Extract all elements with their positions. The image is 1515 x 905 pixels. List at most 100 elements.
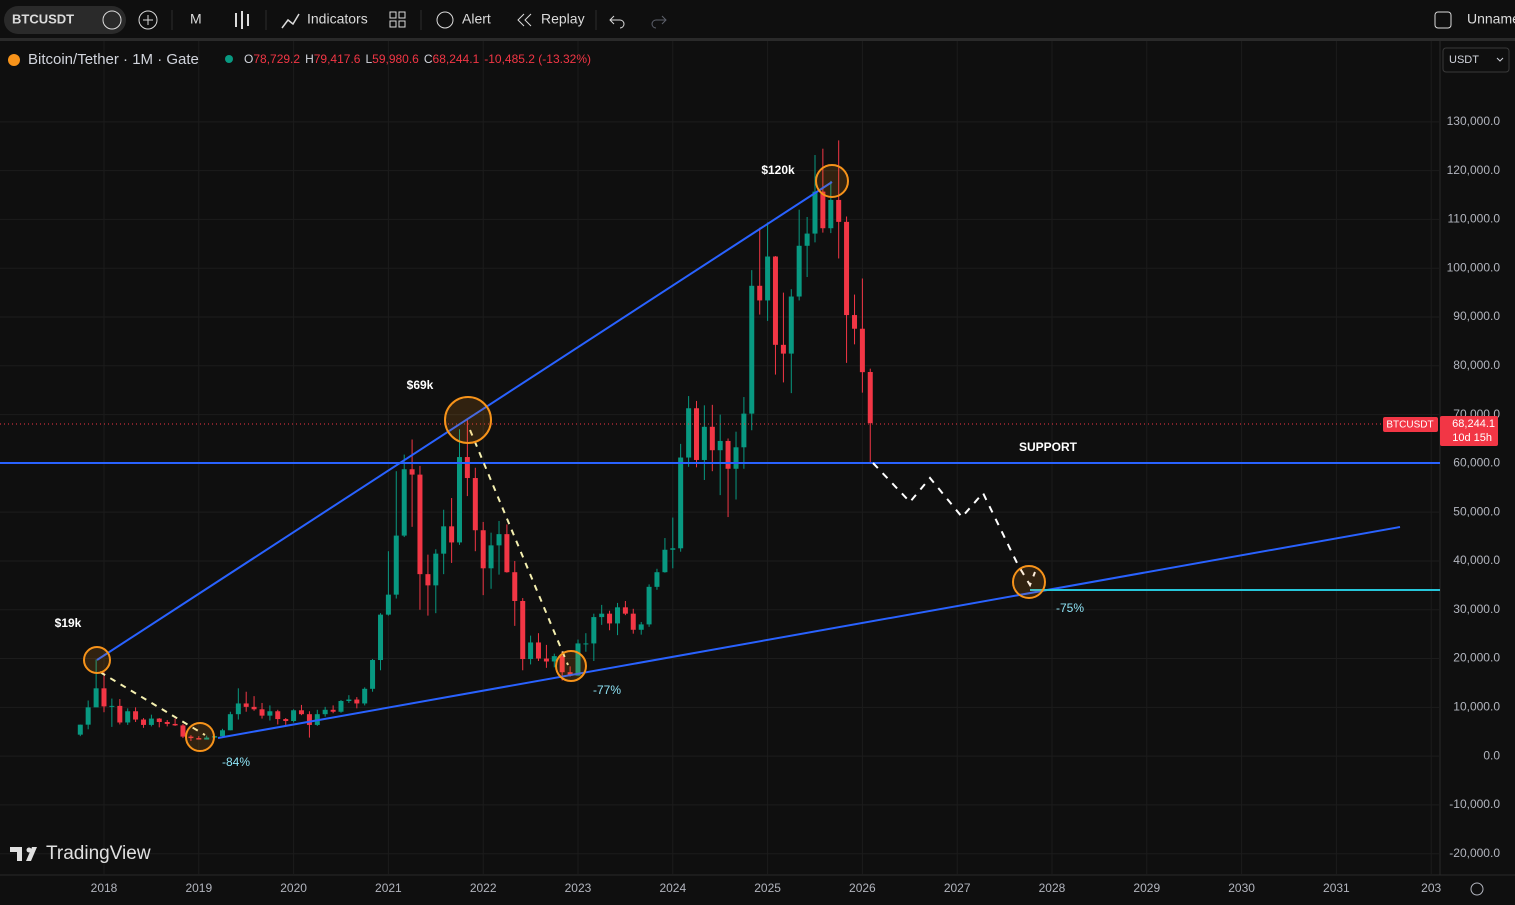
candle-body xyxy=(362,688,368,704)
candles xyxy=(77,140,873,742)
symbol-pill[interactable] xyxy=(4,6,126,34)
candle-body xyxy=(852,315,858,329)
layout-icon[interactable] xyxy=(1434,11,1452,29)
legend-title: Bitcoin/Tether · 1M · Gate xyxy=(28,51,199,68)
projection-path xyxy=(872,462,1036,588)
x-tick-label: 2026 xyxy=(849,881,876,895)
x-tick-label: 203 xyxy=(1421,881,1441,895)
replay-icon[interactable] xyxy=(517,13,532,27)
value: 79,417.6 xyxy=(314,52,361,66)
candle-body xyxy=(275,711,281,720)
change: -10,485.2 (-13.32%) xyxy=(484,52,591,66)
settings-icon[interactable] xyxy=(1470,882,1484,896)
candle-body xyxy=(820,191,826,229)
compare-icon[interactable] xyxy=(138,10,158,30)
x-tick-label: 2018 xyxy=(91,881,118,895)
symbol[interactable]: BTCUSDT xyxy=(12,11,74,26)
x-tick-label: 2021 xyxy=(375,881,402,895)
key: H xyxy=(305,52,314,66)
y-tick-label: 90,000.0 xyxy=(1453,309,1500,323)
candle-body xyxy=(306,714,312,725)
x-tick-label: 2029 xyxy=(1133,881,1160,895)
y-tick-label: 130,000.0 xyxy=(1447,114,1501,128)
candle-body xyxy=(164,721,170,724)
y-tick-label: -20,000.0 xyxy=(1449,846,1500,860)
x-tick-label: 2019 xyxy=(185,881,212,895)
candle-body xyxy=(828,199,834,229)
candle-body xyxy=(472,478,478,531)
candle-body xyxy=(409,469,415,475)
candle-body xyxy=(401,469,407,536)
candle-body xyxy=(607,613,613,624)
x-tick-label: 2027 xyxy=(944,881,971,895)
candle-body xyxy=(433,553,439,586)
candle-body xyxy=(101,688,107,707)
x-tick-label: 2031 xyxy=(1323,881,1350,895)
y-tick-label: 10,000.0 xyxy=(1453,700,1500,714)
candle-body xyxy=(575,643,581,676)
candle-body xyxy=(204,737,210,740)
interval[interactable]: M xyxy=(190,11,202,27)
candle-body xyxy=(449,526,455,543)
indicators[interactable]: Indicators xyxy=(307,11,368,27)
brand-logo xyxy=(10,847,37,861)
toolbar-border xyxy=(0,38,1515,41)
candle-body xyxy=(638,624,644,630)
candle-body xyxy=(512,572,518,601)
x-tick-label: 2020 xyxy=(280,881,307,895)
candle-body xyxy=(788,296,794,354)
candle-body xyxy=(456,457,462,543)
currency-select[interactable] xyxy=(1442,47,1510,73)
candle-body xyxy=(109,705,115,707)
fundamentals-icon[interactable] xyxy=(102,10,122,30)
alert[interactable]: Alert xyxy=(462,11,491,27)
candle-body xyxy=(117,705,123,723)
symbol-tag xyxy=(1383,417,1438,432)
candle-body xyxy=(148,718,154,725)
replay[interactable]: Replay xyxy=(541,11,585,27)
candle-body xyxy=(464,457,470,479)
annotation: SUPPORT xyxy=(1019,440,1078,454)
x-tick-label: 2024 xyxy=(659,881,686,895)
symbol-tag-text: BTCUSDT xyxy=(1386,420,1433,431)
candle-body xyxy=(757,285,763,301)
candle-body xyxy=(559,656,565,673)
x-tick-label: 2025 xyxy=(754,881,781,895)
candle-body xyxy=(520,600,526,660)
candle-body xyxy=(504,534,510,573)
chart-type-icon[interactable] xyxy=(235,11,249,29)
currency[interactable]: USDT xyxy=(1449,54,1479,66)
candle-body xyxy=(678,457,684,549)
candle-body xyxy=(733,447,739,469)
brand-name: TradingView xyxy=(46,843,151,864)
undo[interactable] xyxy=(609,15,625,29)
candle-body xyxy=(283,719,289,722)
candle-body xyxy=(259,709,265,716)
candle-body xyxy=(765,256,771,301)
y-tick-label: 100,000.0 xyxy=(1447,260,1501,274)
templates-icon[interactable] xyxy=(389,11,397,19)
candle-body xyxy=(441,526,447,554)
key: C xyxy=(424,52,433,66)
candle-body xyxy=(583,643,589,645)
candle-body xyxy=(804,233,810,246)
layout-name[interactable]: Unname xyxy=(1467,11,1515,27)
redo[interactable] xyxy=(651,15,667,29)
brand-logo xyxy=(26,847,32,853)
candle-body xyxy=(251,706,257,710)
candle-body xyxy=(298,710,304,715)
candle-body xyxy=(844,221,850,316)
resistance-trendline xyxy=(96,181,833,661)
marker-circle xyxy=(185,722,215,752)
grid xyxy=(0,41,1440,875)
candle-body xyxy=(93,688,99,708)
candle-body xyxy=(219,730,225,737)
alert-icon[interactable] xyxy=(436,11,454,29)
drawings: $19k $69k $120k -84% -77% -75% SUPPORT xyxy=(0,163,1440,769)
indicators-icon[interactable] xyxy=(281,13,300,29)
value: 68,244.1 xyxy=(433,52,480,66)
value: 59,980.6 xyxy=(372,52,419,66)
candle-body xyxy=(188,736,194,739)
x-tick-label: 2022 xyxy=(470,881,497,895)
candle-body xyxy=(385,594,391,615)
